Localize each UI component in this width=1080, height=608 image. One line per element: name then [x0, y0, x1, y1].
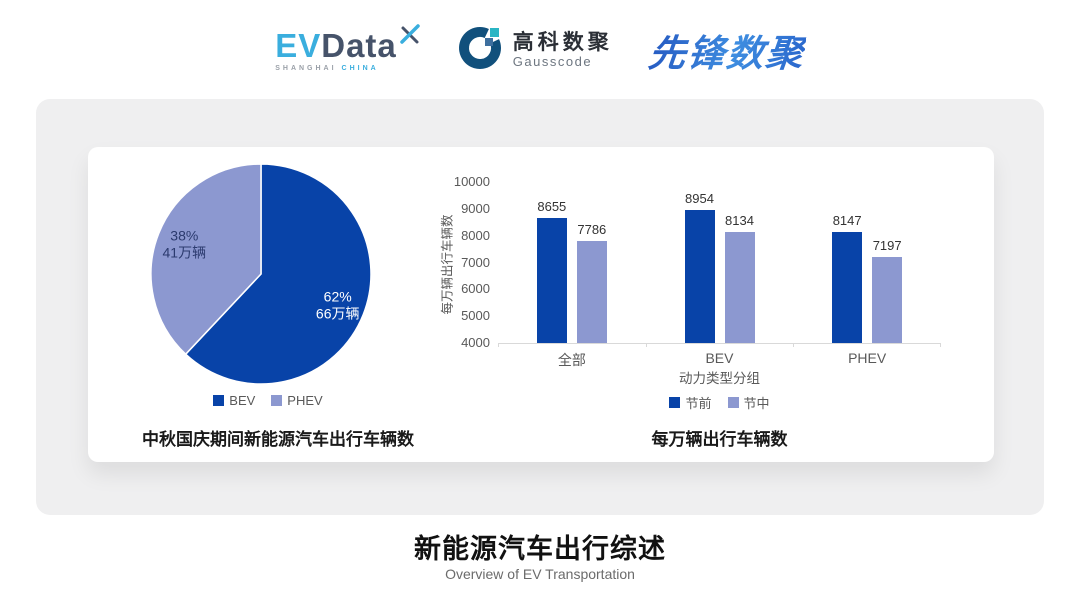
- legend-swatch: [669, 397, 681, 408]
- x-spark-icon: [399, 23, 421, 49]
- legend-label: 节前: [685, 396, 712, 411]
- bar-chart-plot: 4000 5000 6000 7000 8000 9000 10000 8655 7786 全部 8…: [454, 175, 941, 368]
- y-tick-label: 10000: [453, 174, 490, 189]
- legend-swatch: [213, 395, 225, 406]
- bar: [872, 257, 903, 343]
- evdata-sub-shanghai: SHANGHAI: [275, 64, 337, 72]
- legend-swatch: [727, 397, 739, 408]
- x-category-label: 全部: [557, 352, 586, 368]
- y-tick-label: 5000: [461, 308, 490, 324]
- axis-tick: [793, 343, 795, 347]
- bar: [832, 231, 863, 343]
- bar-value-label: 8134: [725, 213, 754, 229]
- pie-slice-phev: [150, 163, 262, 356]
- axis-tick: [940, 343, 941, 347]
- bar-value-label: 8655: [537, 199, 567, 215]
- bar-legend: 节前 节中: [498, 393, 941, 412]
- y-tick-label: 7000: [461, 254, 490, 270]
- gausscode-text: 高科数聚 Gausscode: [513, 31, 613, 69]
- y-tick-label: 9000: [461, 200, 490, 216]
- bar-value-label: 8954: [685, 191, 714, 207]
- bar: [536, 218, 567, 343]
- legend-item: PHEV: [271, 393, 323, 408]
- evdata-logo: EV Data SHANGHAI CHINA: [275, 23, 421, 72]
- pie-slice-label: 38% 41万辆: [163, 228, 207, 261]
- evdata-subtext: SHANGHAI CHINA: [275, 65, 378, 72]
- pie-chart: 62% 66万辆 38% 41万辆: [150, 163, 372, 385]
- pie-chart-section: 62% 66万辆 38% 41万辆 BEV PHEV 中秋国庆期间新能源汽车出行车辆数: [88, 147, 448, 462]
- legend-item: 节中: [727, 393, 770, 412]
- bar-chart-x-axis-label: 动力类型分组: [679, 371, 760, 386]
- legend-swatch: [271, 395, 283, 406]
- y-tick-label: 6000: [461, 281, 490, 297]
- evdata-wordmark: EV Data: [275, 23, 421, 64]
- gausscode-logo: 高科数聚 Gausscode: [457, 25, 613, 76]
- bar: [684, 210, 715, 343]
- pioneer-logo: 先锋数聚: [646, 23, 808, 77]
- bar: [724, 232, 755, 343]
- y-tick-label: 8000: [461, 227, 490, 243]
- legend-item: BEV: [213, 393, 255, 408]
- bar-value-label: 8147: [832, 212, 862, 228]
- gausscode-mark-icon: [457, 25, 503, 76]
- bar-value-label: 7197: [872, 238, 902, 254]
- bar-chart-section: 每万辆出行车辆数 4000 5000 6000 7000 8000 9000 10000 86…: [440, 147, 994, 462]
- gausscode-name-en: Gausscode: [512, 54, 593, 70]
- bar-value-label: 7786: [577, 222, 607, 238]
- gausscode-name-cn: 高科数聚: [512, 30, 613, 54]
- legend-item: 节前: [669, 393, 712, 412]
- axis-tick: [498, 343, 499, 347]
- pie-slice-bev: [184, 163, 372, 385]
- header: EV Data SHANGHAI CHINA: [0, 12, 1080, 88]
- x-category-label: PHEV: [848, 350, 887, 366]
- pie-chart-title: 中秋国庆期间新能源汽车出行车辆数: [142, 430, 414, 449]
- legend-label: BEV: [229, 393, 256, 408]
- footer-subtitle: Overview of EV Transportation: [445, 566, 635, 582]
- axis-tick: [645, 343, 647, 347]
- x-category-label: BEV: [705, 350, 734, 366]
- legend-label: 节中: [743, 396, 770, 411]
- bar-chart-title: 每万辆出行车辆数: [651, 430, 788, 449]
- evdata-data-text: Data: [321, 26, 397, 64]
- legend-label: PHEV: [287, 393, 323, 408]
- y-tick-label: 4000: [461, 335, 490, 350]
- content-panel: 62% 66万辆 38% 41万辆 BEV PHEV 中秋国庆期间新能源汽车出行车辆数 …: [36, 99, 1044, 515]
- footer-title: 新能源汽车出行综述: [414, 534, 666, 564]
- evdata-sub-china: CHINA: [341, 64, 379, 72]
- bar: [576, 241, 607, 343]
- evdata-ev-text: EV: [275, 26, 322, 64]
- pie-slice-label: 62% 66万辆: [316, 288, 360, 321]
- chart-card: 62% 66万辆 38% 41万辆 BEV PHEV 中秋国庆期间新能源汽车出行车辆数 …: [88, 147, 994, 462]
- pie-legend: BEV PHEV: [88, 393, 448, 408]
